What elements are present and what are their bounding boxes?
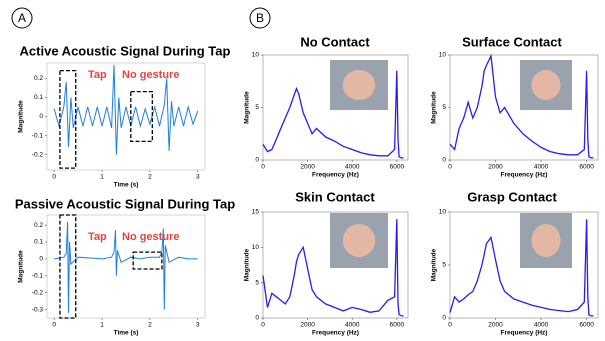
chart-title: No Contact — [300, 34, 370, 49]
annotation: No gesture — [122, 231, 179, 243]
x-tick-label: 2000 — [300, 322, 315, 329]
y-tick-label: 10 — [439, 209, 447, 216]
y-tick-label: 10 — [439, 52, 447, 59]
annotation: Tap — [88, 69, 107, 81]
x-tick-label: 0 — [261, 322, 265, 329]
chart-title: Skin Contact — [295, 189, 375, 204]
y-tick-label: 5 — [442, 262, 446, 269]
x-tick-label: 0 — [261, 164, 265, 171]
x-tick-label: 2 — [148, 174, 152, 181]
y-axis-label: Magnitude — [244, 91, 251, 124]
hand-shape — [531, 224, 560, 257]
x-axis-label: Frequency (Hz) — [312, 330, 359, 337]
annotation: No gesture — [122, 69, 179, 81]
y-tick-label: 0 — [442, 157, 446, 164]
x-axis-label: Time (s) — [114, 330, 139, 337]
y-axis-label: Magnitude — [431, 248, 438, 281]
x-axis-label: Frequency (Hz) — [501, 172, 548, 179]
x-tick-label: 0 — [448, 322, 452, 329]
x-tick-label: 6000 — [579, 322, 594, 329]
y-axis-label: Magnitude — [431, 91, 438, 124]
x-tick-label: 2000 — [488, 322, 503, 329]
y-axis-label: Magnitude — [18, 100, 25, 133]
x-tick-label: 2000 — [488, 164, 503, 171]
y-tick-label: 0 — [39, 113, 43, 120]
panel-label: B — [256, 11, 264, 25]
x-tick-label: 3 — [196, 174, 200, 181]
x-tick-label: 4000 — [534, 322, 549, 329]
y-tick-label: -0.2 — [32, 151, 44, 158]
y-tick-label: 5 — [442, 104, 446, 111]
x-tick-label: 2000 — [300, 164, 315, 171]
x-tick-label: 0 — [52, 174, 56, 181]
x-tick-label: 1 — [100, 322, 104, 329]
hand-shape — [343, 224, 375, 257]
y-axis-label: Magnitude — [18, 250, 25, 283]
y-tick-label: 0.1 — [34, 94, 43, 101]
x-axis-label: Frequency (Hz) — [312, 172, 359, 179]
x-tick-label: 3 — [196, 322, 200, 329]
x-tick-label: 6000 — [390, 322, 405, 329]
x-tick-label: 6000 — [390, 164, 405, 171]
y-tick-label: 5 — [255, 104, 259, 111]
x-tick-label: 2 — [148, 322, 152, 329]
y-tick-label: -0.1 — [32, 273, 44, 280]
x-tick-label: 0 — [448, 164, 452, 171]
chart-title: Surface Contact — [462, 34, 562, 49]
y-tick-label: -0.3 — [32, 306, 44, 313]
y-tick-label: -0.2 — [32, 289, 44, 296]
highlight-box — [131, 92, 153, 142]
y-tick-label: 0.2 — [34, 75, 43, 82]
panel-label: A — [18, 11, 26, 25]
x-tick-label: 4000 — [345, 322, 360, 329]
x-tick-label: 1 — [100, 174, 104, 181]
chart-title: Grasp Contact — [467, 189, 557, 204]
x-axis-label: Time (s) — [114, 182, 139, 189]
x-tick-label: 4000 — [345, 164, 360, 171]
x-tick-label: 4000 — [534, 164, 549, 171]
y-tick-label: 0 — [39, 256, 43, 263]
chart-title: Active Acoustic Signal During Tap — [20, 43, 231, 58]
annotation: Tap — [88, 231, 107, 243]
hand-shape — [531, 70, 560, 100]
y-tick-label: 0.1 — [34, 239, 43, 246]
y-tick-label: 10 — [252, 244, 260, 251]
y-tick-label: 0 — [255, 157, 259, 164]
x-tick-label: 0 — [52, 322, 56, 329]
chart-title: Passive Acoustic Signal During Tap — [15, 196, 235, 211]
hand-shape — [343, 70, 375, 100]
highlight-box — [133, 252, 162, 269]
x-axis-label: Frequency (Hz) — [501, 330, 548, 337]
figure: A B Active Acoustic Signal During Tap 0 1 2… — [0, 0, 605, 341]
y-tick-label: 0.2 — [34, 222, 43, 229]
y-tick-label: 0 — [442, 315, 446, 322]
y-tick-label: -0.1 — [32, 132, 44, 139]
y-tick-label: 10 — [252, 52, 260, 59]
y-tick-label: 15 — [252, 209, 260, 216]
y-tick-label: 0 — [255, 315, 259, 322]
y-tick-label: 5 — [255, 279, 259, 286]
x-tick-label: 6000 — [579, 164, 594, 171]
y-axis-label: Magnitude — [244, 248, 251, 281]
